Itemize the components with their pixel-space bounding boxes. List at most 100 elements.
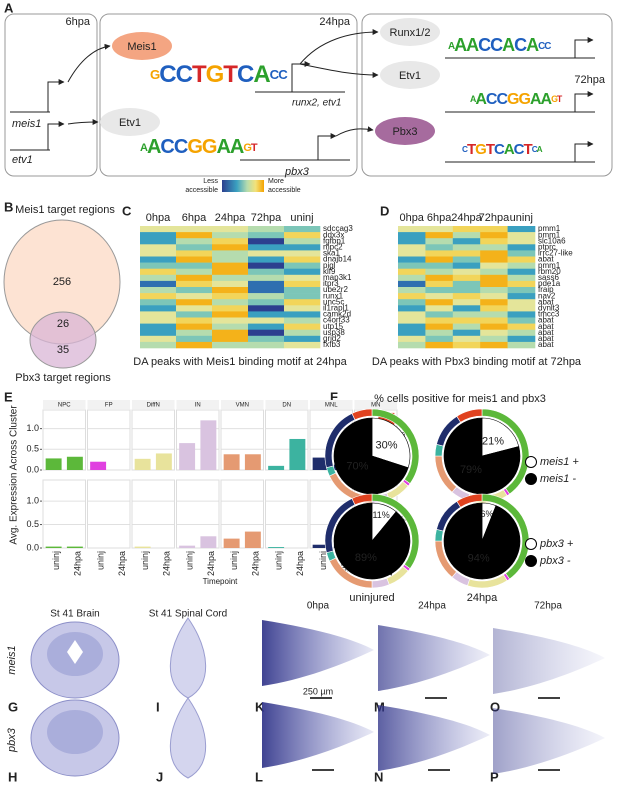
- gene-label: utp15: [323, 322, 344, 331]
- gene-label: ptprc: [538, 242, 556, 251]
- column-label: 24hpa: [467, 592, 498, 604]
- factor-label: Pbx3: [392, 126, 417, 138]
- arrow: [67, 43, 111, 83]
- heat-cell: [212, 238, 249, 245]
- heat-cell: [248, 341, 285, 349]
- heat-cell: [212, 274, 249, 282]
- heat-cell: [248, 232, 285, 239]
- heat-cell: [452, 256, 481, 263]
- x-tick-label: 24hpa: [72, 551, 82, 576]
- heat-cell: [140, 244, 177, 251]
- timepoint: 24hpa: [319, 16, 350, 28]
- bar: [179, 443, 196, 470]
- heat-cell: [507, 232, 536, 239]
- caption: DA peaks with Meis1 binding motif at 24h…: [133, 356, 347, 368]
- heat-cell: [398, 341, 426, 349]
- heat-cell: [176, 250, 213, 257]
- legend-swatch: [525, 555, 537, 567]
- gene-label: abat: [538, 322, 554, 331]
- heat-cell: [284, 311, 321, 318]
- heat-cell: [176, 299, 213, 306]
- factor-label: Etv1: [399, 70, 421, 82]
- strip: [132, 400, 175, 409]
- pie-label: 6%: [481, 509, 494, 519]
- x-tick-label: uninj: [318, 551, 328, 570]
- heat-cell: [248, 293, 285, 300]
- motif: GCCTGTCACC: [150, 61, 288, 88]
- heat-cell: [425, 293, 454, 300]
- label: Meis1 target regions: [15, 204, 115, 216]
- box: [4, 13, 98, 177]
- heat-cell: [140, 262, 177, 269]
- heat-cell: [248, 238, 285, 245]
- column-label: 24hpa: [451, 212, 482, 224]
- pie-label: 89%: [355, 552, 377, 564]
- heat-cell: [212, 287, 249, 294]
- heat-cell: [425, 262, 454, 269]
- heat-cell: [398, 244, 426, 251]
- heat-cell: [140, 287, 177, 294]
- facet-frame: [176, 479, 220, 549]
- heat-cell: [480, 274, 508, 282]
- heat-cell: [140, 250, 177, 257]
- heat-cell: [140, 329, 177, 337]
- heat-cell: [248, 280, 285, 288]
- heat-cell: [212, 232, 249, 239]
- heat-cell: [398, 232, 426, 239]
- heat-cell: [248, 323, 285, 330]
- heat-cell: [248, 274, 285, 282]
- pie-slice: [443, 417, 521, 495]
- heat-cell: [140, 293, 177, 300]
- gene-label: pmm1: [538, 230, 561, 239]
- heat-cell: [425, 238, 454, 245]
- heat-cell: [140, 341, 177, 349]
- heat-cell: [176, 341, 213, 349]
- motif: CTGTCACTCA: [462, 141, 543, 158]
- heat-cell: [284, 238, 321, 245]
- heat-cell: [140, 268, 177, 276]
- heat-cell: [176, 293, 213, 300]
- column-label: 0hpa: [307, 601, 330, 612]
- heat-cell: [176, 262, 213, 269]
- facet-label: MNL: [325, 403, 338, 409]
- heat-cell: [425, 232, 454, 239]
- heat-cell: [507, 317, 536, 324]
- heat-cell: [398, 323, 426, 330]
- column-label: 0hpa: [146, 212, 171, 224]
- tss-arrow: [47, 79, 65, 112]
- x-tick-label: 24hpa: [295, 551, 305, 576]
- bar: [90, 461, 107, 470]
- heat-cell: [507, 226, 536, 233]
- heat-cell: [425, 268, 454, 276]
- heat-cell: [480, 293, 508, 300]
- bar: [45, 458, 62, 470]
- facet-label: FP: [105, 403, 113, 409]
- y-tick-label: 0.5: [26, 444, 39, 454]
- heat-cell: [452, 299, 481, 306]
- heat-cell: [140, 323, 177, 330]
- legend-label: accessible: [268, 187, 301, 194]
- gene-label: fgfbp1: [323, 236, 346, 245]
- bar: [223, 454, 240, 470]
- heat-cell: [248, 262, 285, 269]
- panel-letter: E: [4, 389, 13, 404]
- gene-label: c4orf33: [323, 316, 350, 325]
- bar: [66, 456, 83, 470]
- heat-cell: [176, 268, 213, 276]
- column-label: 0hpa: [399, 212, 424, 224]
- bar: [200, 536, 217, 548]
- heat-cell: [284, 226, 321, 233]
- facet-frame: [265, 409, 309, 471]
- heat-cell: [452, 305, 481, 312]
- heat-cell: [425, 329, 454, 337]
- heat-cell: [284, 256, 321, 263]
- ring-segment: [351, 408, 373, 421]
- facet-frame: [176, 409, 220, 471]
- gene-label: runx1: [323, 291, 344, 300]
- facet-label: DN: [282, 403, 291, 409]
- gene-label: map3k1: [323, 273, 352, 282]
- gene-label: sdccag3: [323, 224, 353, 233]
- title: % cells positive for meis1 and pbx3: [374, 393, 546, 405]
- heat-cell: [452, 244, 481, 251]
